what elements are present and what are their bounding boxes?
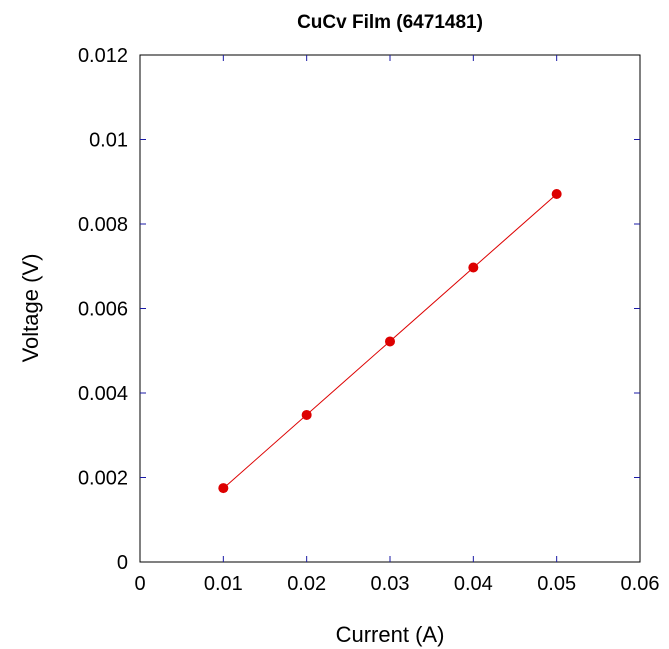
data-point xyxy=(301,409,312,420)
y-tick-label: 0.006 xyxy=(78,299,128,321)
x-tick-label: 0.04 xyxy=(454,573,493,595)
x-tick-label: 0.03 xyxy=(371,573,410,595)
data-point xyxy=(551,189,562,200)
x-tick-label: 0.02 xyxy=(287,573,326,595)
y-tick-label: 0 xyxy=(117,552,128,574)
data-point xyxy=(218,483,229,494)
y-tick-label: 0.012 xyxy=(78,45,128,67)
data-point xyxy=(468,262,479,273)
y-tick-label: 0.004 xyxy=(78,383,128,405)
x-tick-label: 0 xyxy=(134,573,145,595)
data-point xyxy=(385,336,395,347)
chart-title: CuCv Film (6471481) xyxy=(297,12,483,33)
data-points xyxy=(218,189,562,494)
plot-frame xyxy=(139,54,641,563)
x-tick-label: 0.06 xyxy=(621,573,660,595)
y-tick-label: 0.002 xyxy=(78,468,128,490)
y-tick-labels: 0 0.002 0.004 0.006 0.008 0.01 0.012 xyxy=(78,45,128,574)
y-axis-label: Voltage (V) xyxy=(18,254,43,363)
y-tick-label: 0.008 xyxy=(78,214,128,236)
x-axis-label: Current (A) xyxy=(336,622,445,647)
x-tick-labels: 0 0.01 0.02 0.03 0.04 0.05 0.06 xyxy=(134,573,659,595)
x-tick-label: 0.01 xyxy=(204,573,243,595)
axis-ticks xyxy=(140,55,640,562)
y-tick-label: 0.01 xyxy=(89,130,128,152)
x-tick-label: 0.05 xyxy=(537,573,576,595)
